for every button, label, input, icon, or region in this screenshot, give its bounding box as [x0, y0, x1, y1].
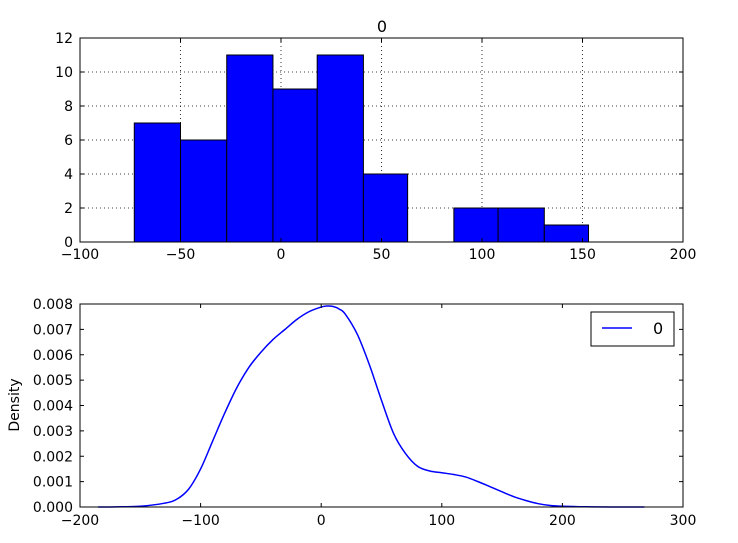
- histogram-bar: [362, 173, 409, 243]
- histogram-bar: [453, 207, 499, 243]
- histogram-y-tick-label: 10: [55, 65, 73, 81]
- density-line: [98, 305, 645, 508]
- density-y-tick-label: 0.005: [33, 373, 73, 389]
- histogram-y-tick-label: 6: [64, 133, 73, 149]
- histogram-y-tick-label: 0: [64, 235, 73, 251]
- histogram-y-axis: 0 2 4 6 8 10 12: [55, 31, 683, 251]
- histogram-bars: [133, 54, 590, 243]
- histogram-bar: [226, 54, 274, 243]
- density-x-tick-label: 100: [428, 513, 455, 529]
- density-y-tick-label: 0.003: [33, 424, 73, 440]
- histogram-title: 0: [377, 17, 387, 36]
- density-x-tick-label: 200: [549, 513, 576, 529]
- histogram-x-tick-label: 150: [569, 247, 596, 263]
- histogram-panel: 0 −100 −50 0 50 100 150 200 0 2 4 6 8 10 12: [55, 17, 696, 263]
- density-y-tick-label: 0.008: [33, 297, 73, 313]
- histogram-x-tick-label: −100: [61, 247, 99, 263]
- histogram-x-tick-label: 0: [277, 247, 286, 263]
- histogram-x-tick-label: −50: [166, 247, 196, 263]
- histogram-bar: [497, 207, 545, 243]
- histogram-bar: [316, 54, 364, 243]
- density-x-tick-label: −100: [181, 513, 219, 529]
- histogram-y-tick-label: 12: [55, 31, 73, 47]
- density-y-tick-label: 0.001: [33, 475, 73, 491]
- density-y-axis-label: Density: [7, 378, 23, 431]
- histogram-bar: [180, 139, 228, 243]
- density-y-axis: 0.000 0.001 0.002 0.003 0.004 0.005 0.006 0.007…: [33, 297, 683, 516]
- density-y-tick-label: 0.000: [33, 500, 73, 516]
- histogram-x-tick-label: 200: [670, 247, 697, 263]
- density-panel: −200 −100 0 100 200 300 0.0000.0010.0020.0030…: [7, 297, 696, 529]
- density-legend: 0: [590, 311, 675, 347]
- histogram-bar: [133, 122, 182, 243]
- density-y-tick-label: 0.004: [33, 399, 73, 415]
- histogram-y-tick-label: 4: [64, 167, 73, 183]
- density-y-tick-label: 0.007: [33, 322, 73, 338]
- histogram-y-tick-label: 2: [64, 201, 73, 217]
- density-x-tick-label: 0: [317, 513, 326, 529]
- histogram-bar: [543, 224, 590, 243]
- histogram-y-tick-label: 8: [64, 99, 73, 115]
- histogram-x-axis: −100 −50 0 50 100 150 200: [61, 38, 697, 263]
- density-x-tick-label: 300: [670, 513, 697, 529]
- density-x-tick-label: −200: [61, 513, 99, 529]
- density-x-axis: −200 −100 0 100 200 300: [61, 304, 697, 529]
- histogram-x-tick-label: 100: [469, 247, 496, 263]
- density-y-tick-label: 0.002: [33, 449, 73, 465]
- density-y-tick-label: 0.006: [33, 348, 73, 364]
- legend-frame: [590, 311, 675, 347]
- histogram-bar: [272, 88, 318, 243]
- legend-label: 0: [653, 319, 663, 338]
- histogram-x-tick-label: 50: [373, 247, 391, 263]
